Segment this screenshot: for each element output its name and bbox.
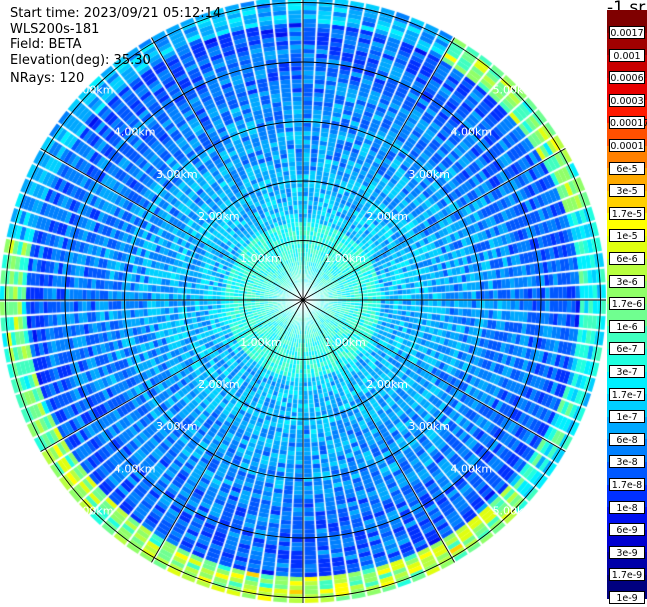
colorbar-tick-label: 0.0003 [609, 93, 645, 107]
colorbar-tick-label: 1e-7 [609, 410, 645, 424]
azimuth-line [40, 148, 304, 301]
range-ring-label: 5.00km [493, 84, 535, 97]
range-ring-label: 5.00km [72, 504, 114, 517]
range-azimuth-grid: 1.00km 1.00km 1.00km 1.00km 2.00km 2.00km 2.00… [0, 0, 606, 603]
colorbar-tick-label: 0.0017 [609, 26, 645, 39]
colorbar-tick-label: 6e-9 [609, 523, 645, 537]
range-ring-label: 4.00km [451, 462, 493, 475]
colorbar-tick-label: 0.0006 [609, 71, 645, 85]
colorbar-tick-label: 1.7e-8 [609, 478, 645, 491]
colorbar-tick-label: 3e-9 [609, 545, 645, 559]
start-time-text: Start time: 2023/09/21 05:12:14 [10, 6, 222, 21]
range-ring-label: 1.00km [324, 252, 366, 265]
range-ring-label: 1.00km [240, 336, 282, 349]
range-ring-label: 5.00km [493, 504, 535, 517]
elevation-text: Elevation(deg): 35.30 [10, 53, 151, 68]
colorbar-tick-label: 3e-6 [609, 274, 645, 288]
colorbar-tick-label: 3e-5 [609, 184, 645, 198]
colorbar-tick-label: 0.00017 [609, 116, 647, 130]
range-ring-label: 4.00km [114, 126, 156, 139]
colorbar-tick-label: 1e-5 [609, 229, 645, 243]
range-ring-label: 3.00km [408, 420, 450, 433]
colorbar-tick-label: 3e-8 [609, 455, 645, 469]
range-ring-label: 3.00km [156, 168, 198, 181]
colorbar-tick-label: 1.7e-5 [609, 206, 645, 220]
nrays-text: NRays: 120 [10, 71, 85, 86]
azimuth-line [302, 299, 566, 452]
colorbar-tick-label: 1e-9 [609, 591, 645, 604]
colorbar-tick-label: 1e-6 [609, 319, 645, 333]
range-ring-label: 2.00km [198, 378, 240, 391]
colorbar-tick-label: 0.0001 [609, 139, 645, 152]
range-ring-label: 1.00km [240, 252, 282, 265]
colorbar-tick-label: 1.7e-7 [609, 387, 645, 401]
azimuth-line [40, 299, 304, 452]
backscatter-field [0, 0, 607, 607]
azimuth-line [151, 299, 304, 563]
range-ring-label: 4.00km [114, 462, 156, 475]
colorbar-tick-label: 1.7e-6 [609, 297, 645, 311]
device-name-text: WLS200s-181 [10, 22, 100, 37]
ppi-plot: 1.00km 1.00km 1.00km 1.00km 2.00km 2.00km 2.00… [0, 0, 607, 607]
colorbar-tick-label: 3e-7 [609, 365, 645, 378]
colorbar-tick-label: 1e-8 [609, 500, 645, 514]
range-ring-label: 3.00km [156, 420, 198, 433]
range-ring-label: 2.00km [366, 210, 408, 223]
colorbar-tick-label: 6e-6 [609, 252, 645, 265]
colorbar-tick-label: 1.7e-9 [609, 568, 645, 582]
range-ring-label: 3.00km [408, 168, 450, 181]
azimuth-line [151, 37, 304, 301]
field-text: Field: BETA [10, 37, 82, 52]
range-ring-label: 4.00km [451, 126, 493, 139]
azimuth-line [302, 299, 455, 563]
range-ring-label: 2.00km [198, 210, 240, 223]
azimuth-line [302, 37, 455, 301]
colorbar-tick-label: 6e-8 [609, 432, 645, 446]
colorbar-tick-label: 0.001 [609, 48, 645, 62]
range-ring-label: 1.00km [324, 336, 366, 349]
azimuth-line [302, 148, 566, 301]
colorbar-tick-label: 6e-5 [609, 161, 645, 175]
colorbar-tick-label: 6e-7 [609, 342, 645, 356]
range-ring-label: 2.00km [366, 378, 408, 391]
range-ring-label: 5.00km [72, 84, 114, 97]
